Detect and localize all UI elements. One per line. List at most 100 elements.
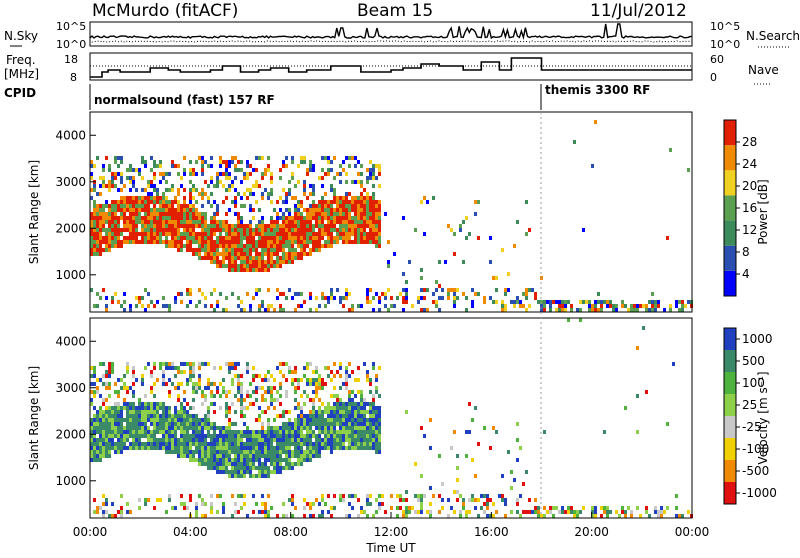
data-cell [258,268,261,272]
data-cell [378,228,381,232]
data-cell [306,240,309,244]
data-cell [363,406,366,410]
data-cell [144,288,147,292]
data-cell [267,196,270,200]
data-cell [117,422,120,426]
data-cell [147,418,150,422]
data-cell [255,240,258,244]
data-cell [156,422,159,426]
data-cell [198,446,201,450]
data-cell [222,228,225,232]
data-cell [321,382,324,386]
data-cell [246,244,249,248]
data-cell [282,446,285,450]
data-cell [666,422,669,426]
data-cell [150,156,153,160]
data-cell [285,438,288,442]
data-cell [117,434,120,438]
data-cell [255,224,258,228]
data-cell [348,410,351,414]
data-cell [141,176,144,180]
data-cell [603,300,606,304]
data-cell [570,304,573,308]
data-cell [165,426,168,430]
data-cell [234,188,237,192]
data-cell [120,406,123,410]
data-cell [195,232,198,236]
data-cell [270,252,273,256]
data-cell [309,414,312,418]
data-cell [534,510,537,514]
data-cell [474,200,477,204]
data-cell [318,374,321,378]
data-cell [294,438,297,442]
data-cell [336,204,339,208]
data-cell [285,462,288,466]
data-cell [249,244,252,248]
data-cell [243,434,246,438]
data-cell [99,176,102,180]
data-cell [144,406,147,410]
data-cell [333,236,336,240]
data-cell [210,390,213,394]
data-cell [102,382,105,386]
data-cell [177,172,180,176]
data-cell [228,470,231,474]
data-cell [648,514,651,518]
data-cell [330,410,333,414]
data-cell [285,196,288,200]
data-cell [216,264,219,268]
data-cell [636,304,639,308]
data-cell [384,212,387,216]
data-cell [243,442,246,446]
data-cell [246,434,249,438]
data-cell [150,196,153,200]
data-cell [222,434,225,438]
data-cell [363,196,366,200]
data-cell [366,300,369,304]
data-cell [366,410,369,414]
data-cell [348,204,351,208]
data-cell [174,438,177,442]
data-cell [189,414,192,418]
data-cell [225,470,228,474]
data-cell [183,414,186,418]
data-cell [96,430,99,434]
data-cell [273,244,276,248]
data-cell [165,216,168,220]
data-cell [231,462,234,466]
data-cell [237,386,240,390]
data-cell [117,236,120,240]
data-cell [219,252,222,256]
data-cell [402,510,405,514]
data-cell [150,236,153,240]
data-cell [336,406,339,410]
data-cell [153,410,156,414]
data-cell [279,232,282,236]
data-cell [249,208,252,212]
data-cell [264,240,267,244]
data-cell [348,430,351,434]
data-cell [135,236,138,240]
data-cell [249,268,252,272]
data-cell [174,374,177,378]
data-cell [297,256,300,260]
data-cell [372,164,375,168]
data-cell [93,184,96,188]
data-cell [342,494,345,498]
data-cell [132,442,135,446]
data-cell [288,446,291,450]
data-cell [252,430,255,434]
data-cell [198,382,201,386]
data-cell [237,256,240,260]
data-cell [135,168,138,172]
data-cell [378,236,381,240]
data-cell [201,160,204,164]
data-cell [312,228,315,232]
data-cell [219,406,222,410]
data-cell [225,232,228,236]
data-cell [93,236,96,240]
data-cell [462,502,465,506]
data-cell [231,422,234,426]
data-cell [291,438,294,442]
